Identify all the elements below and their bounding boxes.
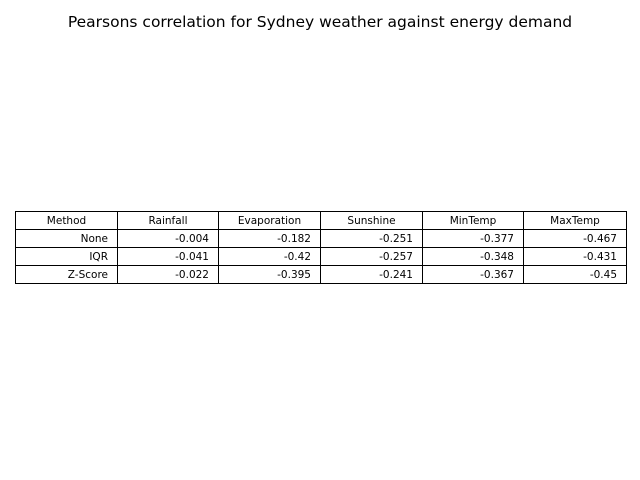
table-cell: -0.257 xyxy=(320,247,423,266)
table-cell: -0.182 xyxy=(218,229,321,248)
row-label-z-score: Z-Score xyxy=(15,265,118,284)
column-header-evaporation: Evaporation xyxy=(218,211,321,230)
table-row: Z-Score -0.022 -0.395 -0.241 -0.367 -0.4… xyxy=(15,265,627,284)
table-cell: -0.45 xyxy=(523,265,627,284)
table-row: None -0.004 -0.182 -0.251 -0.377 -0.467 xyxy=(15,229,627,248)
table-cell: -0.348 xyxy=(422,247,524,266)
table-cell: -0.467 xyxy=(523,229,627,248)
header-row: Method Rainfall Evaporation Sunshine Min… xyxy=(15,211,627,230)
table-row: IQR -0.041 -0.42 -0.257 -0.348 -0.431 xyxy=(15,247,627,266)
table-cell: -0.041 xyxy=(117,247,219,266)
row-label-iqr: IQR xyxy=(15,247,118,266)
column-header-mintemp: MinTemp xyxy=(422,211,524,230)
table-cell: -0.004 xyxy=(117,229,219,248)
table-cell: -0.367 xyxy=(422,265,524,284)
table-cell: -0.241 xyxy=(320,265,423,284)
column-header-maxtemp: MaxTemp xyxy=(523,211,627,230)
table-cell: -0.022 xyxy=(117,265,219,284)
table-cell: -0.42 xyxy=(218,247,321,266)
table-cell: -0.431 xyxy=(523,247,627,266)
column-header-method: Method xyxy=(15,211,118,230)
column-header-sunshine: Sunshine xyxy=(320,211,423,230)
table-cell: -0.251 xyxy=(320,229,423,248)
correlation-table: Method Rainfall Evaporation Sunshine Min… xyxy=(15,211,627,284)
table-cell: -0.377 xyxy=(422,229,524,248)
column-header-rainfall: Rainfall xyxy=(117,211,219,230)
row-label-none: None xyxy=(15,229,118,248)
table-cell: -0.395 xyxy=(218,265,321,284)
chart-title: Pearsons correlation for Sydney weather … xyxy=(67,13,573,31)
